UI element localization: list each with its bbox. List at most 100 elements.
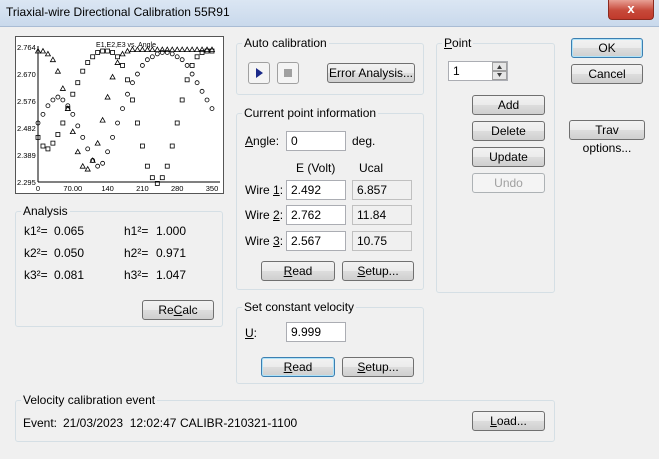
triangle-marker <box>164 46 171 52</box>
square-marker <box>90 54 96 60</box>
square-marker <box>45 146 51 152</box>
square-marker <box>35 134 41 140</box>
wire2-e-input[interactable]: 2.762 <box>286 205 346 225</box>
wire3-e-input[interactable]: 2.567 <box>286 231 346 251</box>
y-tick-label: 2.670 <box>17 70 36 79</box>
triangle-marker <box>119 50 126 57</box>
close-button[interactable]: x <box>608 0 654 20</box>
triangle-marker <box>74 148 81 155</box>
wire1-e-input[interactable]: 2.492 <box>286 180 346 200</box>
triangle-marker <box>109 73 116 80</box>
circle-marker <box>40 111 46 117</box>
k1-value: 0.065 <box>54 224 85 238</box>
square-marker <box>75 80 81 86</box>
circle-marker <box>110 134 115 140</box>
constant-velocity-label: Set constant velocity <box>242 300 357 314</box>
y-tick-label: 2.295 <box>17 178 36 187</box>
velocity-event-group <box>15 400 555 442</box>
triangle-marker <box>208 46 216 52</box>
error-analysis-button[interactable]: Error Analysis... <box>327 63 415 83</box>
circle-marker <box>184 63 190 68</box>
calibration-plot: E1,E2,E3 vs. Angle 2.764 2.670 2.576 2.482 2… <box>15 36 224 194</box>
delete-button[interactable]: Delete <box>472 121 545 141</box>
spin-up-icon <box>497 65 502 69</box>
auto-calibration-label: Auto calibration <box>242 36 329 50</box>
point-setup-button[interactable]: Setup... <box>342 261 414 281</box>
square-marker <box>159 175 165 181</box>
circle-marker <box>115 120 120 126</box>
triangle-marker <box>69 128 76 135</box>
circle-marker <box>199 88 205 94</box>
recalc-button[interactable]: ReCalc <box>142 300 214 320</box>
circle-marker <box>95 163 101 169</box>
point-read-button[interactable]: Read <box>261 261 335 281</box>
square-marker <box>179 97 185 103</box>
load-button[interactable]: Load... <box>472 411 545 431</box>
circle-marker <box>164 50 170 55</box>
plot-title: E1,E2,E3 vs. Angle <box>96 42 156 49</box>
auto-calibration-group <box>236 43 424 95</box>
k1-label: k1²= <box>24 224 48 238</box>
angle-input[interactable]: 0 <box>286 131 346 151</box>
point-spinner-down[interactable] <box>492 71 507 80</box>
play-button[interactable] <box>248 62 270 84</box>
stop-button[interactable] <box>277 62 299 84</box>
square-marker <box>174 120 180 126</box>
triangle-marker <box>124 47 131 54</box>
triangle-marker <box>94 139 101 146</box>
circle-marker <box>179 57 185 63</box>
velocity-setup-button[interactable]: Setup... <box>342 357 414 377</box>
triangle-marker <box>178 46 186 52</box>
triangle-marker <box>99 116 106 123</box>
plot-svg: E1,E2,E3 vs. Angle 2.7642.6702.5762.4822… <box>17 42 220 193</box>
stop-icon <box>284 69 292 77</box>
wire2-label: Wire 2: <box>245 208 284 222</box>
triangle-marker <box>104 93 111 100</box>
triangle-marker <box>44 50 52 57</box>
circle-marker <box>140 63 145 68</box>
current-point-label: Current point information <box>242 106 379 120</box>
circle-marker <box>209 106 215 111</box>
velocity-input[interactable]: 9.999 <box>286 322 346 342</box>
wire1-label: Wire 1: <box>245 183 284 197</box>
point-spinner-up[interactable] <box>492 62 507 71</box>
circle-marker <box>55 94 61 100</box>
square-marker <box>110 50 115 55</box>
circle-marker <box>194 80 200 86</box>
cancel-button[interactable]: Cancel <box>571 64 643 84</box>
square-marker <box>105 48 110 54</box>
triangle-marker <box>129 46 136 52</box>
spin-down-icon <box>497 73 502 77</box>
undo-button[interactable]: Undo <box>472 173 545 193</box>
velocity-read-button[interactable]: Read <box>261 357 335 377</box>
add-button[interactable]: Add <box>472 95 545 115</box>
update-button[interactable]: Update <box>472 147 545 167</box>
h1-value: 1.000 <box>156 224 187 238</box>
triangle-marker <box>89 157 96 163</box>
square-marker <box>125 77 130 83</box>
ok-button[interactable]: OK <box>571 38 643 58</box>
x-tick-label: 280 <box>171 184 184 193</box>
square-marker <box>144 163 150 169</box>
event-id: CALIBR-210321-1100 <box>180 416 298 430</box>
y-tick-labels: 2.764 2.670 2.576 2.482 2.389 2.295 <box>17 43 36 187</box>
wire2-ucal-value: 11.84 <box>352 205 412 225</box>
square-marker <box>184 77 190 83</box>
trav-options-button[interactable]: Trav options... <box>569 120 645 155</box>
point-group <box>436 43 555 293</box>
y-tick-label: 2.389 <box>17 151 36 160</box>
circle-marker <box>80 134 86 140</box>
circle-marker <box>125 91 130 97</box>
circle-marker <box>100 160 106 166</box>
triangle-marker <box>79 162 86 169</box>
square-marker <box>169 143 175 149</box>
x-tick-label: 140 <box>101 184 114 193</box>
velocity-event-label: Velocity calibration event <box>21 393 158 407</box>
k3-value: 0.081 <box>54 268 85 282</box>
triangle-marker <box>39 47 47 54</box>
play-icon <box>256 68 263 78</box>
triangle-marker <box>159 46 166 52</box>
h1-label: h1²= <box>124 224 149 238</box>
triangle-marker <box>198 46 206 52</box>
square-marker <box>50 140 56 146</box>
